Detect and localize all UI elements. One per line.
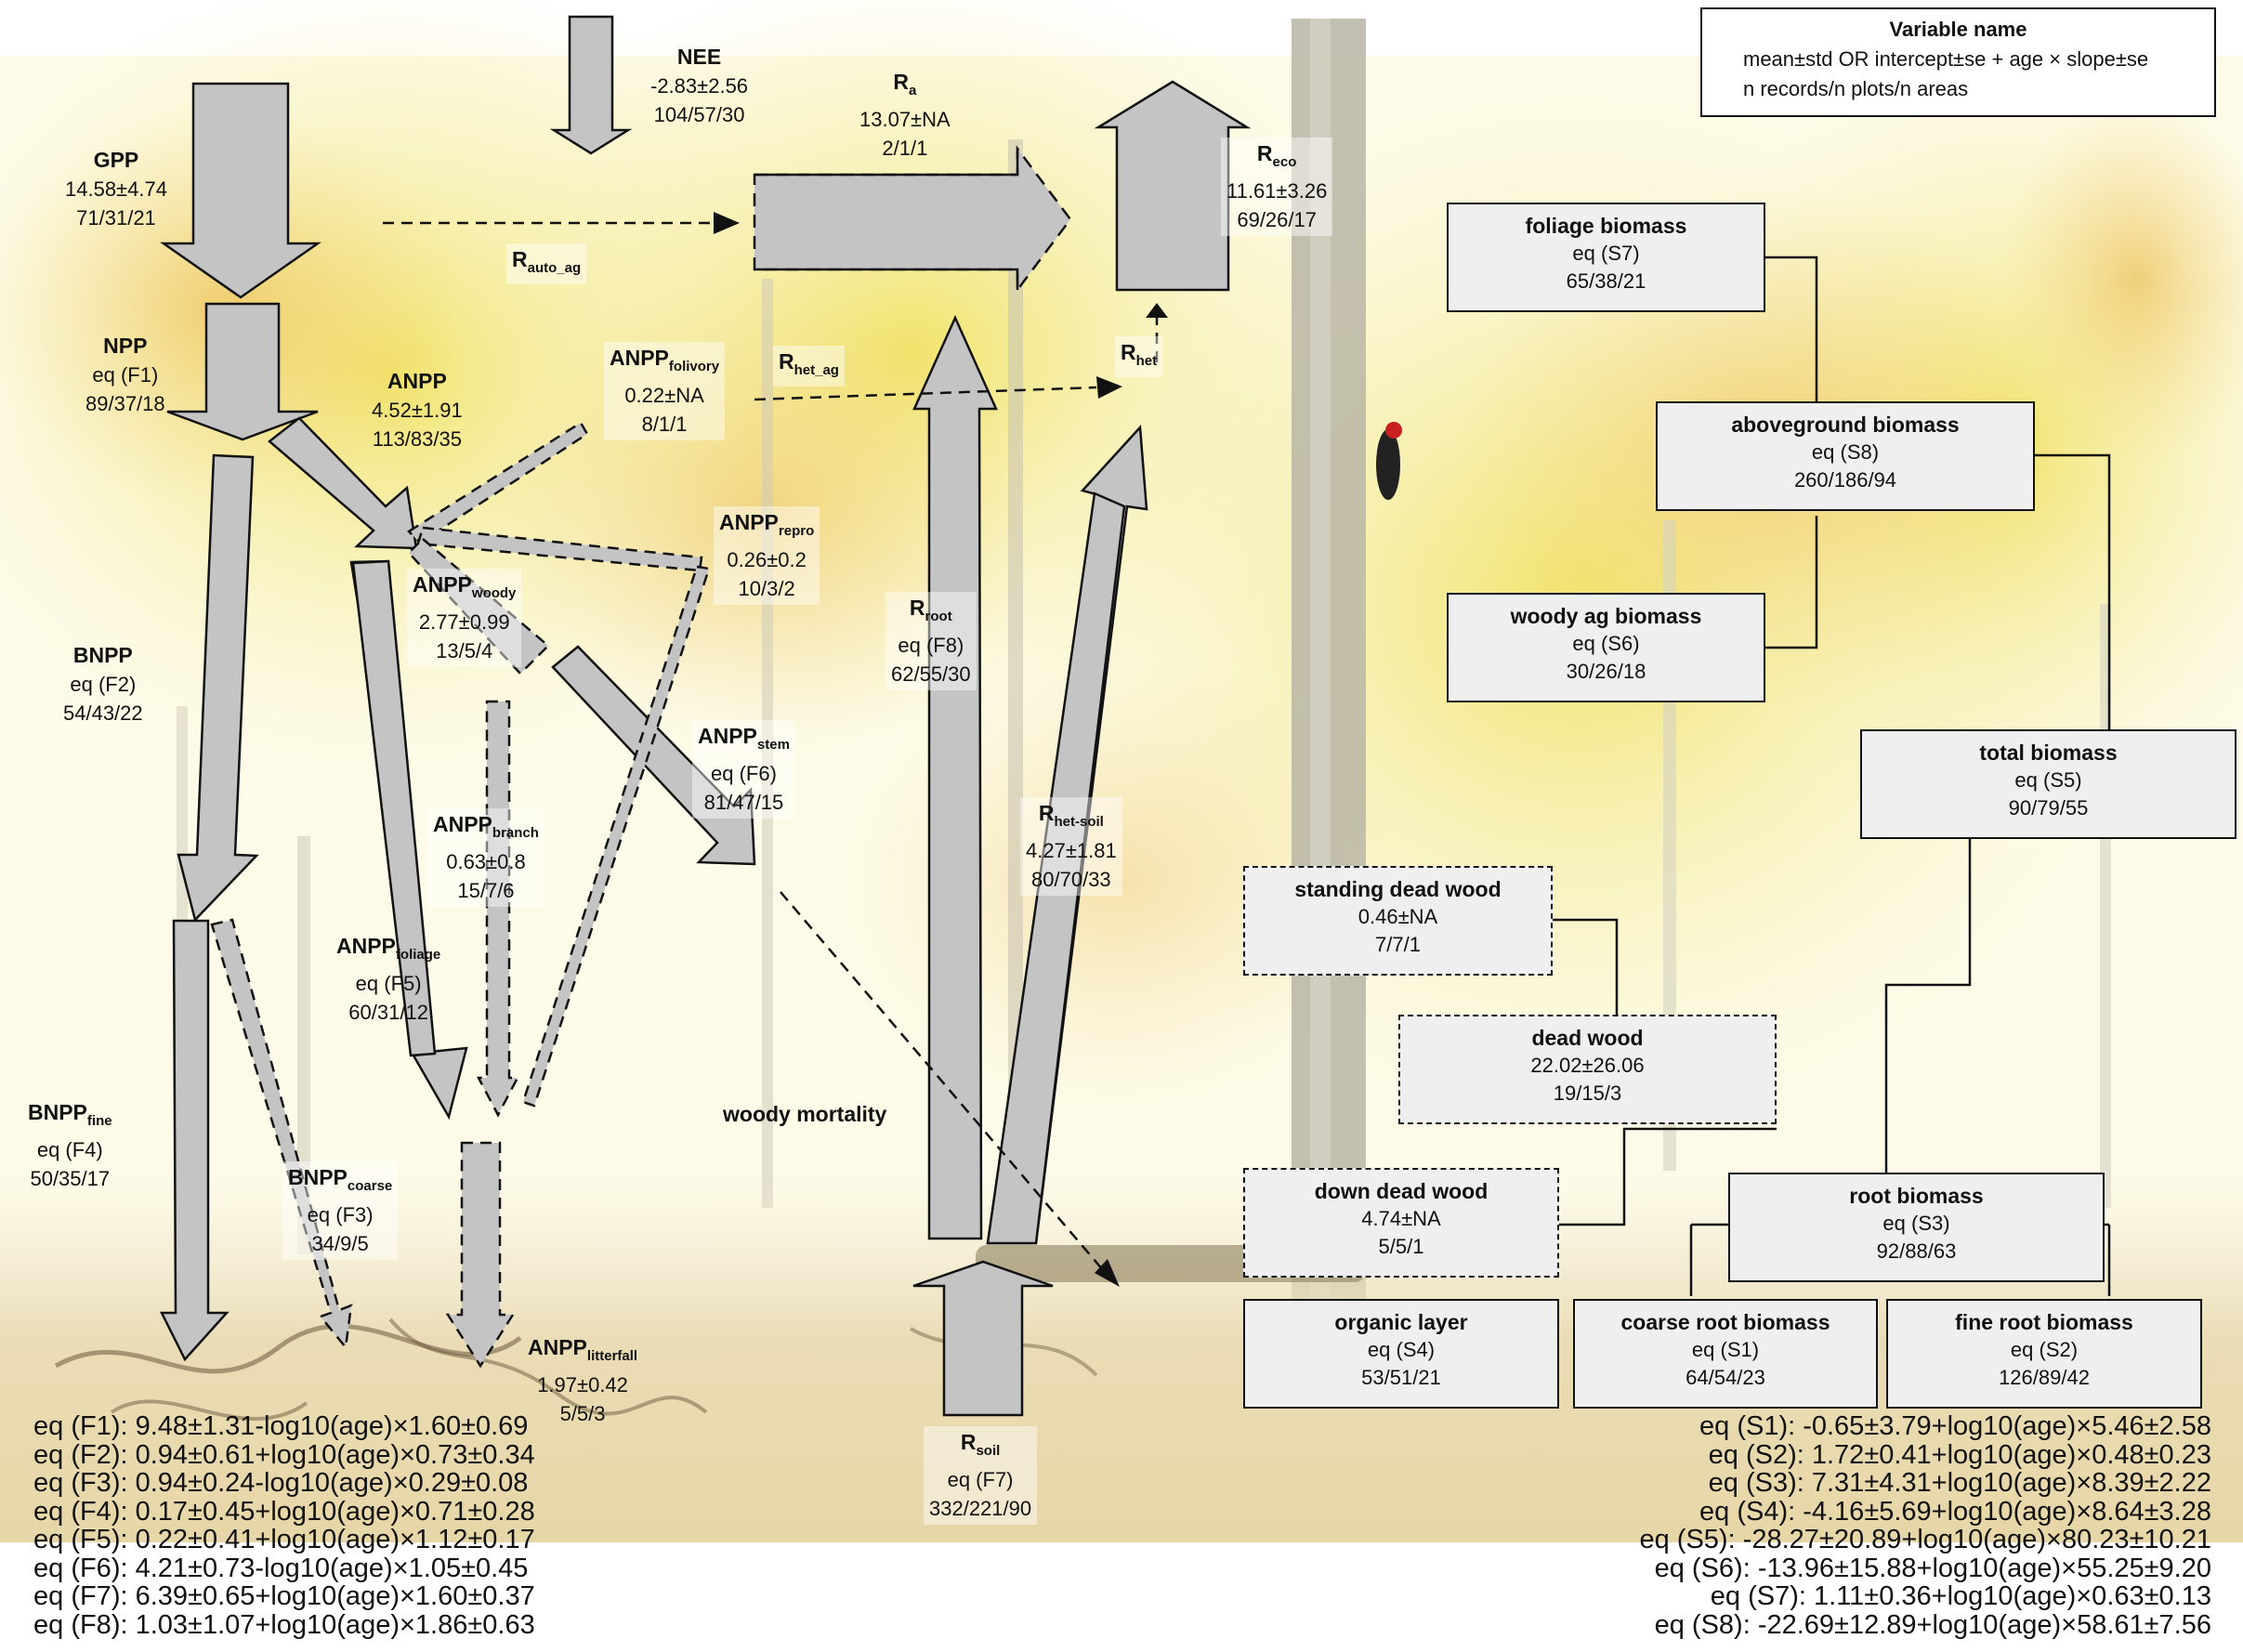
organic-layer-box: organic layer eq (S4) 53/51/21: [1243, 1299, 1559, 1409]
equation-s3: eq (S3): 7.31±4.31+log10(age)×8.39±2.22: [1708, 1468, 2211, 1498]
bnpp-arrow: [177, 453, 259, 923]
bnpp-label: BNPP eq (F2) 54/43/22: [63, 643, 143, 725]
rhet-label: Rhet: [1115, 336, 1163, 377]
anpp-folivory-arrow: [407, 421, 589, 544]
standing-dead-wood-box: standing dead wood 0.46±NA 7/7/1: [1243, 866, 1553, 976]
coarse-root-biomass-box: coarse root biomass eq (S1) 64/54/23: [1573, 1299, 1878, 1409]
bnpp-coarse-arrow: [210, 918, 353, 1351]
anpp-foliage-shaft: [351, 559, 437, 1057]
anpp-arrow: [268, 416, 418, 550]
arrowhead-rhet: [1146, 303, 1168, 318]
legend-title: Variable name: [1889, 18, 2027, 41]
equation-s8: eq (S8): -22.69±12.89+log10(age)×58.61±7…: [1654, 1609, 2211, 1640]
reco-arrow: [1094, 80, 1252, 292]
total-biomass-box: total biomass eq (S5) 90/79/55: [1860, 729, 2236, 839]
equation-f7: eq (F7): 6.39±0.65+log10(age)×1.60±0.37: [33, 1581, 535, 1611]
gpp-label: GPP 14.58±4.74 71/31/21: [65, 148, 167, 229]
equation-s1: eq (S1): -0.65±3.79+log10(age)×5.46±2.58: [1699, 1411, 2211, 1441]
equation-s6: eq (S6): -13.96±15.88+log10(age)×55.25±9…: [1654, 1553, 2211, 1583]
equation-f8: eq (F8): 1.03±1.07+log10(age)×1.86±0.63: [33, 1609, 535, 1640]
bnpp-coarse-label: BNPPcoarse eq (F3) 34/9/5: [282, 1161, 399, 1260]
arrowhead-rhet-ag: [1096, 376, 1122, 399]
equation-f2: eq (F2): 0.94±0.61+log10(age)×0.73±0.34: [33, 1439, 535, 1470]
foliage-biomass-box: foliage biomass eq (S7) 65/38/21: [1447, 203, 1765, 312]
dashed-connectors: [383, 221, 1159, 1272]
anpp-repro-arrow: [416, 526, 703, 572]
rhet-soil-shaft: [986, 492, 1126, 1245]
legend-line-2: n records/n plots/n areas: [1743, 77, 1969, 100]
rhet-ag-label: Rhet_ag: [773, 346, 845, 387]
anpp-woody-label: ANPPwoody 2.77±0.99 13/5/4: [407, 569, 522, 667]
anpp-folivory-label: ANPPfolivory 0.22±NA 8/1/1: [604, 342, 726, 440]
equation-f3: eq (F3): 0.94±0.24-log10(age)×0.29±0.08: [33, 1468, 529, 1498]
aboveground-biomass-box: aboveground biomass eq (S8) 260/186/94: [1656, 401, 2035, 511]
stock-equations: eq (S1): -0.65±3.79+log10(age)×5.46±2.58…: [1639, 1412, 2211, 1639]
nee-arrow: [549, 15, 633, 155]
anpp-branch-label: ANPPbranch 0.63±0.8 15/7/6: [427, 808, 544, 907]
flux-arrows: [159, 15, 1252, 1417]
equation-s2: eq (S2): 1.72±0.41+log10(age)×0.48±0.23: [1708, 1439, 2211, 1470]
nee-label: NEE -2.83±2.56 104/57/30: [650, 45, 749, 126]
repro-litterfall-arrow: [521, 565, 711, 1108]
equation-f1: eq (F1): 9.48±1.31-log10(age)×1.60±0.69: [33, 1411, 529, 1441]
anpp-stem-label: ANPPstem eq (F6) 81/47/15: [692, 720, 795, 819]
flux-equations: eq (F1): 9.48±1.31-log10(age)×1.60±0.69 …: [33, 1412, 535, 1639]
anpp-woody-arrow: [407, 537, 550, 675]
bnpp-fine-arrow: [159, 919, 230, 1362]
gpp-arrow: [160, 82, 321, 299]
equation-s7: eq (S7): 1.11±0.36+log10(age)×0.63±0.13: [1710, 1581, 2211, 1611]
rauto-ag-label: Rauto_ag: [506, 243, 587, 284]
reco-label: Reco 11.61±3.26 69/26/17: [1221, 138, 1333, 236]
rsoil-arrow: [912, 1260, 1054, 1417]
equation-f5: eq (F5): 0.22±0.41+log10(age)×1.12±0.17: [33, 1525, 535, 1554]
bnpp-fine-label: BNPPfine eq (F4) 50/35/17: [28, 1100, 112, 1190]
rroot-arrow: [912, 314, 998, 1240]
woody-ag-biomass-box: woody ag biomass eq (S6) 30/26/18: [1447, 593, 1765, 702]
anpp-litterfall-label: ANPPlitterfall 1.97±0.42 5/5/3: [528, 1335, 638, 1425]
legend-line-1: mean±std OR intercept±se + age × slope±s…: [1743, 47, 2149, 71]
npp-arrow: [166, 302, 319, 441]
dead-wood-box: dead wood 22.02±26.06 19/15/3: [1398, 1015, 1777, 1124]
arrowhead-gpp-ra: [714, 212, 740, 234]
anpp-foliage-label: ANPPfoliage eq (F5) 60/31/12: [336, 934, 441, 1024]
ra-label: Ra 13.07±NA 2/1/1: [859, 70, 951, 160]
equation-s5: eq (S5): -28.27±20.89+log10(age)×80.23±1…: [1639, 1525, 2211, 1554]
woody-mortality-label: woody mortality: [723, 1102, 887, 1126]
equation-f6: eq (F6): 4.21±0.73-log10(age)×1.05±0.45: [33, 1553, 529, 1583]
root-biomass-box: root biomass eq (S3) 92/88/63: [1728, 1173, 2105, 1282]
down-dead-wood-box: down dead wood 4.74±NA 5/5/1: [1243, 1168, 1559, 1278]
equation-s4: eq (S4): -4.16±5.69+log10(age)×8.64±3.28: [1699, 1496, 2211, 1527]
fine-root-biomass-box: fine root biomass eq (S2) 126/89/42: [1886, 1299, 2202, 1409]
anpp-repro-label: ANPPrepro 0.26±0.2 10/3/2: [714, 506, 820, 605]
rsoil-label: Rsoil eq (F7) 332/221/90: [924, 1426, 1038, 1525]
arrowhead-woody-mortality: [1095, 1259, 1120, 1287]
rroot-label: Rroot eq (F8) 62/55/30: [885, 592, 977, 690]
rhet-soil-label: Rhet-soil 4.27±1.81 80/70/33: [1020, 797, 1122, 896]
equation-f4: eq (F4): 0.17±0.45+log10(age)×0.71±0.28: [33, 1496, 535, 1527]
anpp-litterfall-arrow: [445, 1141, 516, 1369]
tree-connectors: [1552, 256, 2111, 1296]
dashed-flux-arrows: [210, 421, 711, 1369]
woodpecker-icon: [1376, 429, 1400, 500]
anpp-stem-arrow: [551, 645, 756, 866]
anpp-label: ANPP 4.52±1.91 113/83/35: [372, 369, 463, 451]
anpp-branch-arrow: [476, 700, 520, 1118]
npp-label: NPP eq (F1) 89/37/18: [85, 334, 165, 415]
legend-box: Variable name mean±std OR intercept±se +…: [1700, 7, 2216, 117]
